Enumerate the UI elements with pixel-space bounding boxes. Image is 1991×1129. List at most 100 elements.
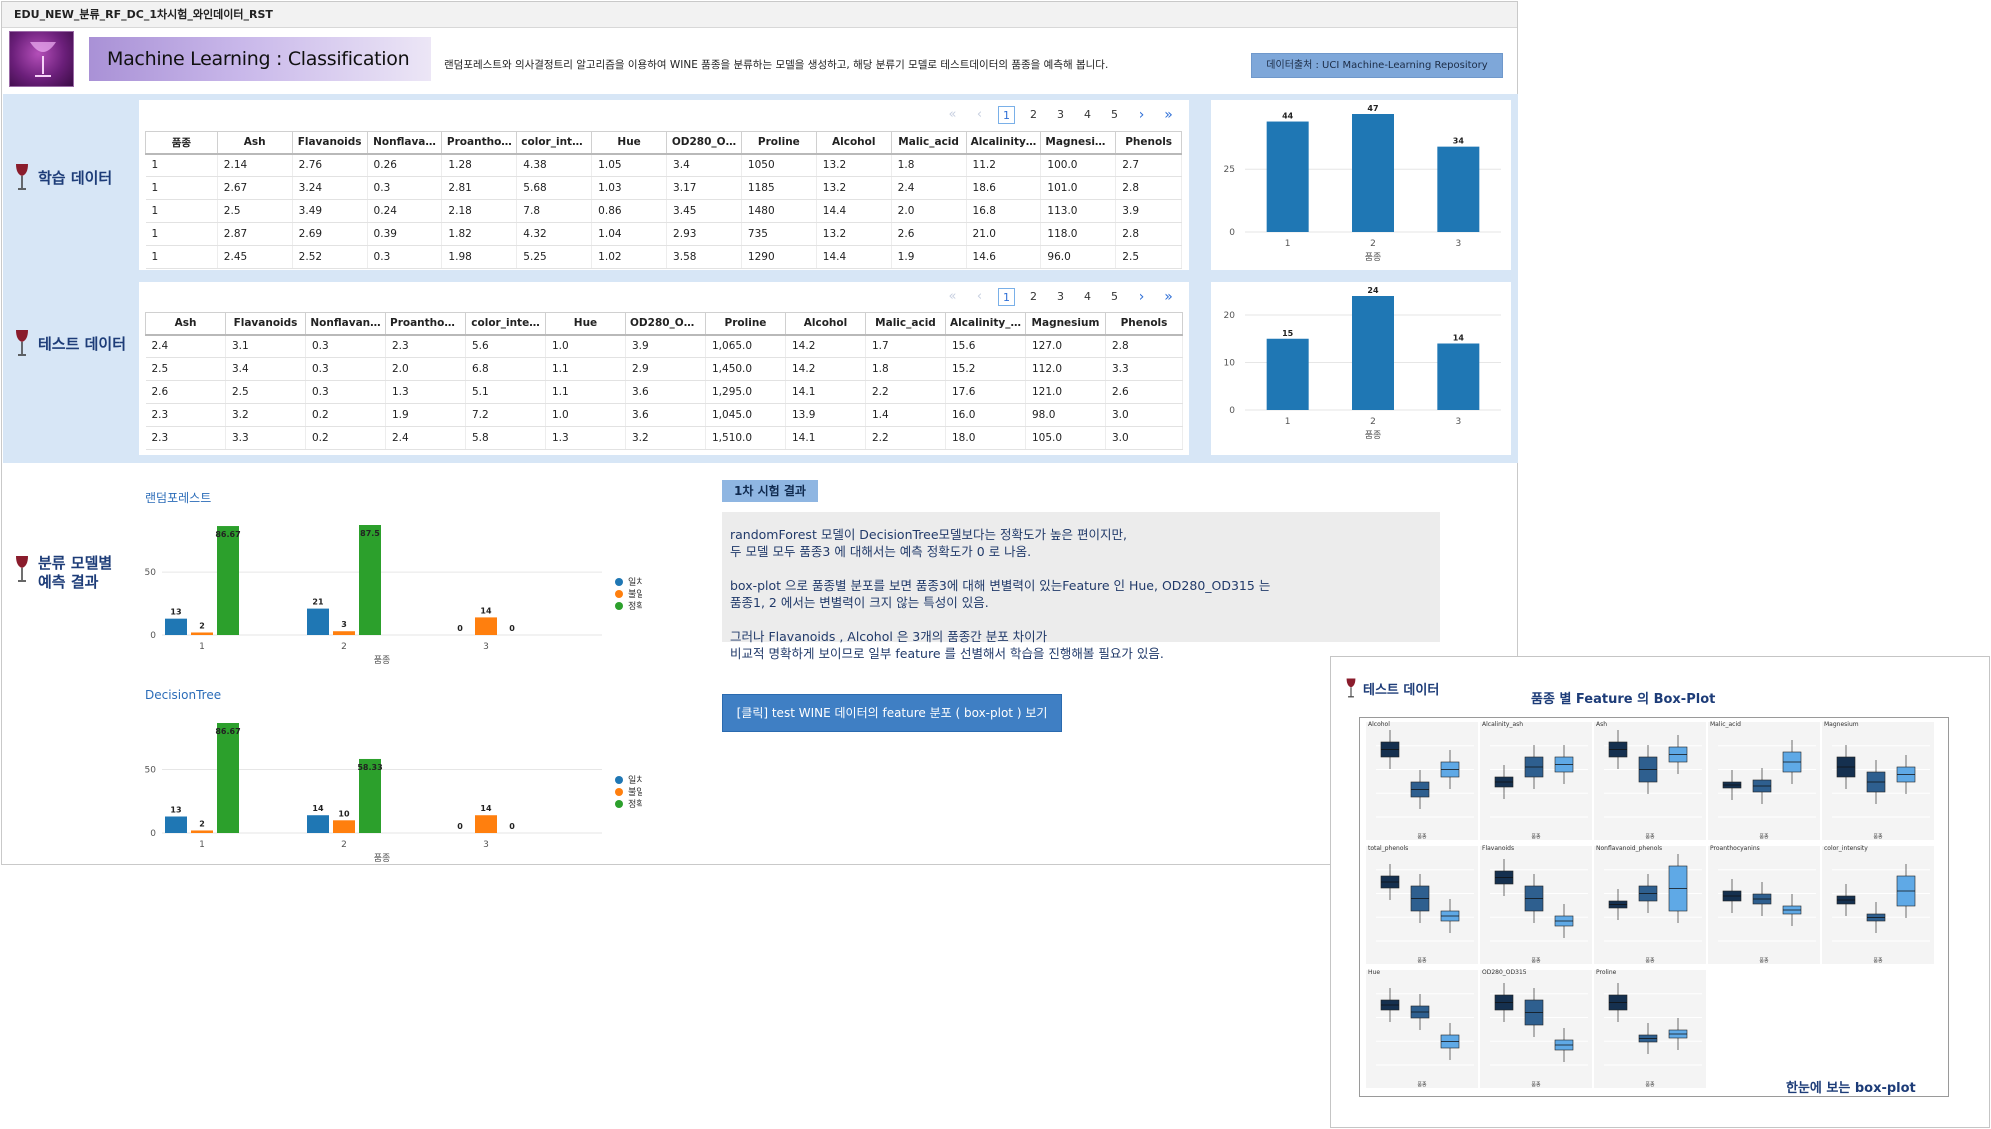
x-tick-label: 1 (199, 840, 205, 850)
table-row[interactable]: 2.3 3.3 0.2 2.4 5.8 1.3 3.2 1,510.0 14.1 2.2 18.0 1… (145, 426, 1183, 450)
table-cell: 1,045.0 (705, 403, 786, 427)
column-header[interactable]: Magnesium (1025, 312, 1106, 336)
x-axis-label: 품종 (1873, 958, 1883, 964)
x-axis-label: 품종 (1759, 834, 1769, 840)
boxplot-svg: 품종 (1490, 983, 1588, 1088)
next-page-button[interactable]: › (1138, 289, 1145, 305)
column-header[interactable]: color_inte… (465, 312, 546, 336)
boxplot-panel-title: Proline (1596, 969, 1617, 976)
column-header[interactable]: Ash (216, 131, 293, 155)
data-label: 86.67 (215, 530, 240, 539)
table-row[interactable]: 1 2.5 3.49 0.24 2.18 7.8 0.86 3.45 1480 14.4 2.0 16… (145, 199, 1182, 223)
y-tick-label: 0 (150, 829, 156, 839)
table-cell: 2.3 (385, 334, 466, 358)
boxplot-svg: 품종 (1718, 740, 1816, 840)
boxplot-panel: Proanthocyanins 품종 (1708, 845, 1820, 964)
column-header[interactable]: 품종 (145, 131, 218, 155)
page-1-button[interactable]: 1 (998, 288, 1015, 306)
table-row[interactable]: 2.4 3.1 0.3 2.3 5.6 1.0 3.9 1,065.0 14.2 1.7 15.6 1… (145, 334, 1183, 358)
column-header[interactable]: Phenols (1115, 131, 1182, 155)
column-header[interactable]: Proanthoc… (385, 312, 466, 336)
prev-page-button[interactable]: ‹ (976, 289, 983, 304)
last-page-button[interactable]: » (1164, 289, 1173, 305)
table-row[interactable]: 1 2.67 3.24 0.3 2.81 5.68 1.03 3.17 1185 13.2 2.4 1… (145, 176, 1182, 200)
page-5-button[interactable]: 5 (1111, 108, 1118, 121)
page-2-button[interactable]: 2 (1030, 108, 1037, 121)
boxplot-panel: Ash 품종 (1594, 721, 1706, 840)
next-page-button[interactable]: › (1138, 107, 1145, 123)
bar (191, 632, 213, 635)
page-3-button[interactable]: 3 (1057, 108, 1064, 121)
column-header[interactable]: Malic_acid (865, 312, 946, 336)
table-row[interactable]: 1 2.45 2.52 0.3 1.98 5.25 1.02 3.58 1290 14.4 1.9 1… (145, 245, 1182, 269)
column-header[interactable]: Alcalinity… (965, 131, 1042, 155)
column-header[interactable]: Phenols (1105, 312, 1183, 336)
page-3-button[interactable]: 3 (1057, 290, 1064, 303)
column-header[interactable]: Ash (145, 312, 226, 336)
column-header[interactable]: Nonflava… (366, 131, 443, 155)
legend-marker (615, 788, 623, 796)
table-row[interactable]: 2.3 3.2 0.2 1.9 7.2 1.0 3.6 1,045.0 13.9 1.4 16.0 9… (145, 403, 1183, 427)
data-label: 2 (199, 621, 205, 630)
table-cell: 101.0 (1040, 176, 1117, 200)
boxplot-panel: OD280_OD315 품종 (1480, 969, 1592, 1088)
boxplot-svg: 품종 (1376, 988, 1474, 1088)
page-4-button[interactable]: 4 (1084, 290, 1091, 303)
show-boxplot-button[interactable]: [클릭] test WINE 데이터의 feature 분포 ( box-plo… (722, 694, 1062, 732)
table-row[interactable]: 1 2.14 2.76 0.26 1.28 4.38 1.05 3.4 1050 13.2 1.8 1… (145, 153, 1182, 177)
boxplot-panel: Proline 품종 (1594, 969, 1706, 1088)
wine-logo (9, 31, 74, 87)
legend-label: 불일치 (628, 588, 642, 600)
table-cell: 118.0 (1040, 222, 1117, 246)
boxplot-panel: Alcohol 품종 (1366, 721, 1478, 840)
y-tick-label: 50 (145, 766, 157, 776)
prev-page-button[interactable]: ‹ (976, 107, 983, 122)
column-header[interactable]: Hue (591, 131, 668, 155)
column-header[interactable]: Nonflavan… (305, 312, 386, 336)
table-cell: 2.5 (225, 380, 306, 404)
boxplot-title: 품종 별 Feature 의 Box-Plot (1531, 692, 1716, 707)
legend-label: 일치 (628, 576, 642, 588)
page-4-button[interactable]: 4 (1084, 108, 1091, 121)
boxplot-svg: 품종 (1604, 854, 1702, 964)
page-2-button[interactable]: 2 (1030, 290, 1037, 303)
table-cell: 14.2 (785, 334, 866, 358)
table-cell: 5.1 (465, 380, 546, 404)
table-cell: 7.8 (516, 199, 593, 223)
table-cell: 735 (741, 222, 817, 246)
column-header[interactable]: Alcohol (815, 131, 892, 155)
column-header[interactable]: Malic_acid (890, 131, 967, 155)
column-header[interactable]: Alcalinity_… (945, 312, 1026, 336)
boxplot-panel: Hue 품종 (1366, 969, 1478, 1088)
column-header[interactable]: OD280_O… (666, 131, 742, 155)
column-header[interactable]: color_inte… (516, 131, 593, 155)
column-header[interactable]: OD280_OD… (625, 312, 706, 336)
column-header[interactable]: Proantho… (441, 131, 518, 155)
data-label: 87.5 (360, 529, 380, 538)
table-cell: 5.8 (465, 426, 546, 450)
table-cell: 3.3 (225, 426, 306, 450)
table-row[interactable]: 2.6 2.5 0.3 1.3 5.1 1.1 3.6 1,295.0 14.1 2.2 17.6 1… (145, 380, 1183, 404)
column-header[interactable]: Proline (705, 312, 786, 336)
page-5-button[interactable]: 5 (1111, 290, 1118, 303)
page-1-button[interactable]: 1 (998, 106, 1015, 124)
bar (359, 525, 381, 635)
table-cell: 112.0 (1025, 357, 1106, 381)
table-cell: 1 (145, 153, 218, 177)
table-cell: 3.58 (666, 245, 742, 269)
first-page-button[interactable]: « (948, 289, 957, 304)
legend-marker (615, 590, 623, 598)
table-row[interactable]: 2.5 3.4 0.3 2.0 6.8 1.1 2.9 1,450.0 14.2 1.8 15.2 1… (145, 357, 1183, 381)
column-header[interactable]: Flavanoids (225, 312, 306, 336)
column-header[interactable]: Alcohol (785, 312, 866, 336)
last-page-button[interactable]: » (1164, 107, 1173, 123)
table-row[interactable]: 1 2.87 2.69 0.39 1.82 4.32 1.04 2.93 735 13.2 2.6 2… (145, 222, 1182, 246)
table-cell: 98.0 (1025, 403, 1106, 427)
column-header[interactable]: Proline (740, 131, 817, 155)
table-cell: 1.3 (385, 380, 466, 404)
column-header[interactable]: Magnesium (1040, 131, 1117, 155)
first-page-button[interactable]: « (948, 107, 957, 122)
column-header[interactable]: Hue (545, 312, 626, 336)
column-header[interactable]: Flavanoids (291, 131, 368, 155)
data-source-button[interactable]: 데이터출처 : UCI Machine-Learning Repository (1251, 53, 1503, 78)
